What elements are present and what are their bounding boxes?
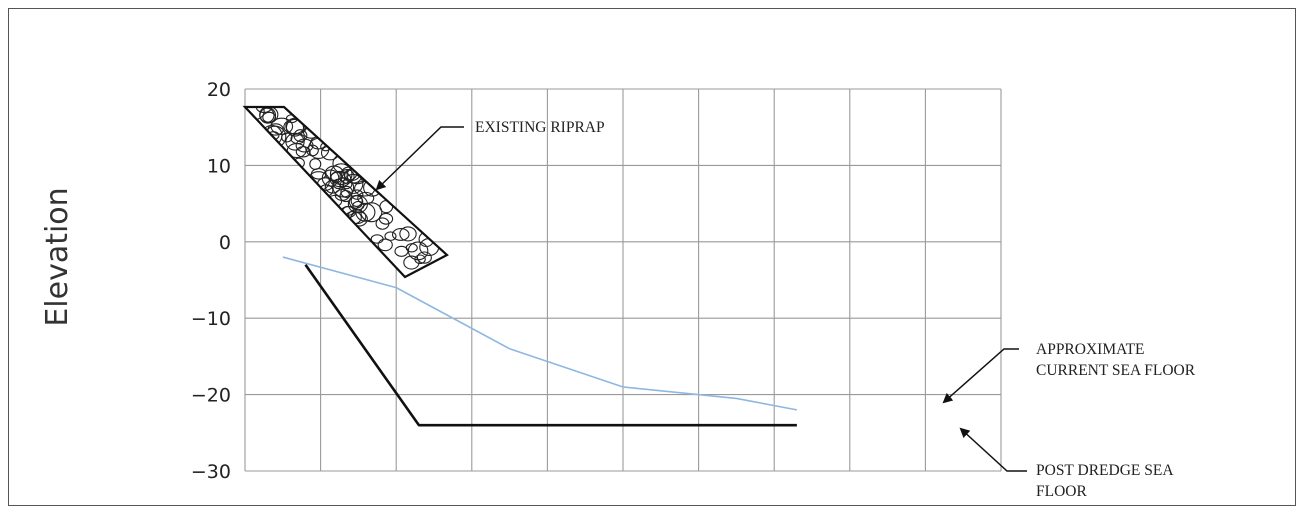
riprap-outline bbox=[242, 105, 449, 279]
riprap-stone bbox=[310, 168, 327, 180]
current-floor-annotation-line1: APPROXIMATE bbox=[1036, 341, 1145, 358]
riprap-stone bbox=[350, 194, 363, 207]
sea-floor-cross-section: Elevation 20 10 0 −10 −20 −30 EXISTING RIPRAP… bbox=[40, 79, 1196, 500]
riprap-stone bbox=[355, 202, 376, 222]
y-tick-label: 20 bbox=[207, 79, 231, 101]
dredge-floor-annotation-line2: FLOOR bbox=[1036, 483, 1087, 500]
y-tick-label: −10 bbox=[191, 308, 231, 330]
grid bbox=[244, 88, 1002, 472]
riprap-stone bbox=[357, 191, 375, 205]
current-sea-floor-line bbox=[282, 256, 798, 411]
current-floor-annotation-line2: CURRENT SEA FLOOR bbox=[1036, 362, 1196, 379]
riprap-stone bbox=[334, 188, 350, 201]
riprap-stone bbox=[332, 177, 355, 198]
riprap-stone bbox=[384, 231, 397, 241]
riprap-stone bbox=[350, 189, 364, 200]
y-tick-label: −30 bbox=[191, 461, 231, 483]
y-tick-label: −20 bbox=[191, 385, 231, 407]
riprap-annotation: EXISTING RIPRAP bbox=[475, 119, 605, 136]
riprap-stone bbox=[394, 245, 409, 257]
riprap-stone bbox=[295, 146, 311, 158]
riprap-stone bbox=[285, 118, 305, 137]
riprap-stones bbox=[245, 107, 447, 277]
riprap-stone bbox=[295, 138, 314, 153]
y-tick-labels: 20 10 0 −10 −20 −30 bbox=[191, 79, 231, 483]
riprap-stone bbox=[375, 217, 390, 230]
y-tick-label: 10 bbox=[207, 155, 231, 177]
riprap-stone bbox=[329, 163, 353, 186]
riprap-stone bbox=[377, 238, 393, 252]
current-floor-leader bbox=[942, 348, 1019, 404]
y-tick-label: 0 bbox=[219, 232, 231, 254]
riprap-stone bbox=[352, 200, 365, 211]
leader-lines bbox=[375, 126, 1027, 472]
y-axis-label: Elevation bbox=[40, 187, 75, 326]
existing-riprap bbox=[242, 105, 449, 279]
post-dredge-sea-floor-line bbox=[304, 263, 797, 427]
riprap-stone bbox=[391, 228, 410, 241]
riprap-stone bbox=[416, 251, 432, 264]
diagram-frame: Elevation 20 10 0 −10 −20 −30 EXISTING RIPRAP… bbox=[8, 8, 1296, 506]
dredge-floor-annotation-line1: POST DREDGE SEA bbox=[1036, 462, 1174, 479]
riprap-stone bbox=[259, 107, 275, 123]
riprap-stone bbox=[267, 123, 284, 136]
riprap-stone bbox=[399, 226, 417, 242]
riprap-leader bbox=[375, 126, 464, 191]
dredge-floor-leader bbox=[959, 427, 1027, 472]
series-layer bbox=[282, 256, 798, 427]
riprap-stone bbox=[403, 255, 420, 270]
